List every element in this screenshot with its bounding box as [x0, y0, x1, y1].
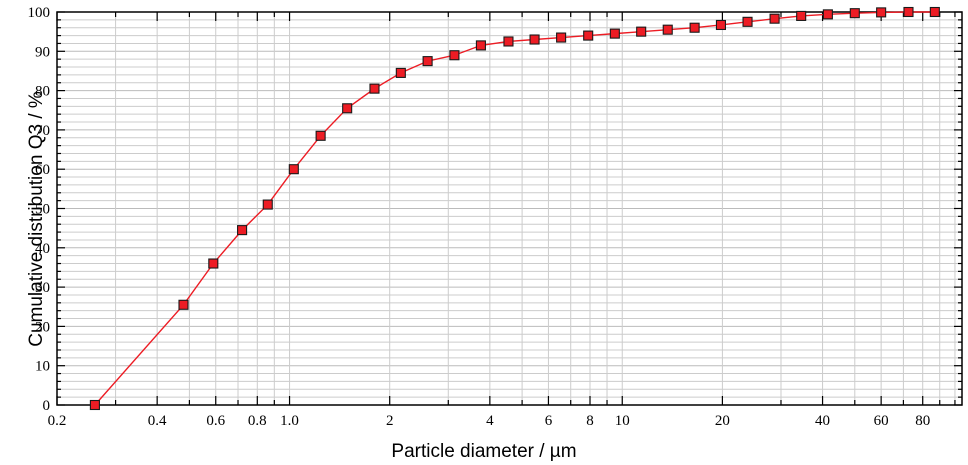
x-axis-title: Particle diameter / µm — [391, 441, 577, 462]
data-point-marker — [822, 9, 833, 20]
data-point-marker — [636, 26, 647, 37]
x-tick-label: 0.4 — [148, 413, 167, 429]
y-tick-label: 30 — [35, 280, 50, 296]
y-tick-label: 90 — [35, 44, 50, 60]
x-tick-label: 6 — [545, 413, 553, 429]
data-point-marker — [556, 32, 567, 43]
data-point-marker — [237, 225, 248, 236]
data-point-marker — [609, 28, 620, 39]
data-point-marker — [503, 36, 514, 47]
data-point-marker — [662, 24, 673, 35]
data-point-marker — [315, 130, 326, 141]
y-tick-label: 70 — [35, 123, 50, 139]
data-point-marker — [475, 40, 486, 51]
data-point-marker — [422, 56, 433, 67]
data-point-marker — [395, 67, 406, 78]
x-tick-label: 1.0 — [280, 413, 299, 429]
x-tick-label: 40 — [815, 413, 830, 429]
data-point-marker — [742, 16, 753, 27]
data-point-marker — [369, 83, 380, 94]
y-tick-label: 20 — [35, 319, 50, 335]
y-tick-label: 0 — [43, 398, 51, 414]
data-point-marker — [89, 399, 100, 411]
data-point-marker — [288, 164, 299, 175]
data-point-marker — [769, 13, 780, 24]
y-tick-label: 40 — [35, 241, 50, 257]
data-point-marker — [262, 199, 273, 210]
data-point-marker — [876, 7, 887, 18]
data-point-marker — [583, 30, 594, 41]
y-tick-label: 50 — [35, 202, 50, 218]
data-point-marker — [529, 34, 540, 45]
y-axis-title: Cumulative distribution Q3 / % — [26, 91, 47, 347]
plot-border — [56, 11, 963, 406]
data-point-marker — [449, 50, 460, 61]
y-tick-label: 60 — [35, 162, 50, 178]
data-point-marker — [929, 6, 940, 18]
data-point-marker — [208, 258, 219, 269]
data-point-marker — [342, 103, 353, 114]
x-tick-label: 60 — [874, 413, 889, 429]
y-tick-label: 80 — [35, 84, 50, 100]
data-point-marker — [178, 299, 189, 310]
data-point-marker — [849, 8, 860, 19]
x-tick-label: 20 — [715, 413, 730, 429]
data-point-marker — [715, 19, 727, 31]
x-tick-label: 8 — [586, 413, 594, 429]
y-tick-label: 10 — [35, 359, 50, 375]
data-point-marker — [796, 10, 807, 21]
x-tick-label: 0.2 — [48, 413, 67, 429]
data-point-marker — [903, 6, 914, 18]
x-tick-label: 0.8 — [248, 413, 267, 429]
x-tick-label: 4 — [486, 413, 494, 429]
y-tick-label: 100 — [28, 5, 51, 21]
x-tick-label: 0.6 — [206, 413, 225, 429]
x-tick-label: 2 — [386, 413, 394, 429]
x-tick-label: 10 — [615, 413, 630, 429]
data-point-marker — [689, 22, 700, 33]
x-tick-label: 80 — [915, 413, 930, 429]
